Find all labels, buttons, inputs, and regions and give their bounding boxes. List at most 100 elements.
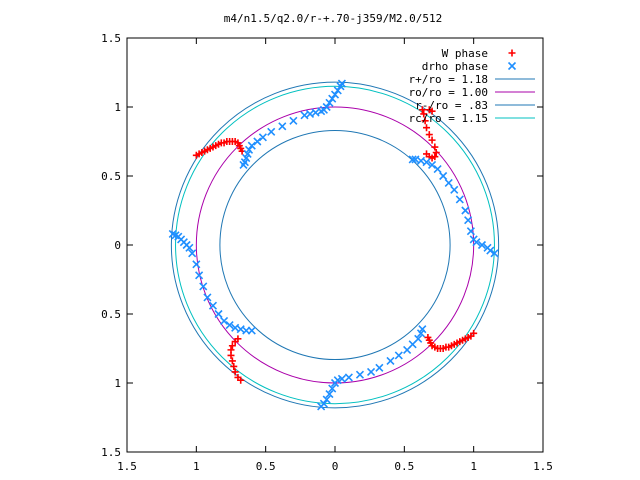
drho-phase-point xyxy=(464,216,473,225)
drho-phase-point xyxy=(325,98,334,107)
drho-phase-point xyxy=(366,367,376,377)
drho-phase-point xyxy=(220,316,229,325)
x-tick-label: 1 xyxy=(193,460,200,473)
y-tick-label: 0 xyxy=(114,239,121,252)
w-phase-point xyxy=(228,342,236,350)
drho-phase-point xyxy=(472,238,481,247)
legend-label: r+/ro = 1.18 xyxy=(409,73,488,86)
w-phase-point xyxy=(227,351,235,359)
drho-phase-point xyxy=(428,160,437,170)
chart-title: m4/n1.5/q2.0/r-+.70-j359/M2.0/512 xyxy=(224,12,443,25)
drho-phase-point xyxy=(486,246,495,255)
w-phase-point xyxy=(431,153,439,161)
y-tick-label: 0.5 xyxy=(101,170,121,183)
legend-label: W phase xyxy=(442,47,488,60)
drho-phase-point xyxy=(386,356,395,365)
drho-phase-point xyxy=(253,137,262,146)
w-phase-point xyxy=(421,117,429,125)
y-tick-label: 1.5 xyxy=(101,446,121,459)
circle-curve xyxy=(170,81,500,409)
drho-phase-point xyxy=(325,389,334,399)
phase-points xyxy=(168,79,499,411)
w-phase-point xyxy=(237,376,245,384)
drho-phase-point xyxy=(450,185,459,194)
drho-phase-point xyxy=(188,249,197,258)
drho-phase-point xyxy=(330,90,340,99)
drho-phase-point xyxy=(355,370,365,379)
w-phase-point xyxy=(423,124,431,132)
drho-phase-point xyxy=(328,94,337,103)
drho-phase-point xyxy=(408,155,417,164)
x-tick-label: 0.5 xyxy=(394,460,414,473)
x-tick-label: 1 xyxy=(470,460,477,473)
drho-phase-point xyxy=(344,373,353,382)
drho-phase-point xyxy=(214,309,223,319)
drho-phase-point xyxy=(418,325,427,334)
legend-label: drho phase xyxy=(422,60,488,73)
drho-phase-point xyxy=(466,227,475,236)
x-tick-label: 1.5 xyxy=(533,460,553,473)
w-phase-point xyxy=(431,143,439,151)
drho-phase-point xyxy=(414,334,423,343)
drho-phase-point xyxy=(444,178,453,187)
drho-phase-point xyxy=(333,86,342,95)
drho-phase-point xyxy=(258,133,267,142)
drho-phase-point xyxy=(199,282,208,291)
drho-phase-point xyxy=(267,127,276,136)
drho-phase-point xyxy=(439,171,448,181)
drho-phase-point xyxy=(203,293,212,302)
w-phase-point xyxy=(432,149,440,157)
drho-phase-point xyxy=(185,243,194,252)
drho-phase-point xyxy=(455,195,464,204)
drho-phase-point xyxy=(289,116,298,125)
drho-phase-point xyxy=(394,351,403,360)
drho-phase-point xyxy=(247,141,256,150)
x-tick-label: 0.5 xyxy=(256,460,276,473)
drho-phase-point xyxy=(192,260,201,269)
w-phase-point xyxy=(228,357,236,365)
y-tick-label: 1.5 xyxy=(101,32,121,45)
drho-phase-point xyxy=(477,240,487,250)
drho-phase-point xyxy=(195,271,204,280)
drho-phase-point xyxy=(208,301,218,310)
x-tick-label: 0 xyxy=(332,460,339,473)
y-tick-label: 1 xyxy=(114,101,121,114)
legend-marker xyxy=(507,61,517,71)
drho-phase-point xyxy=(375,363,384,372)
y-tick-label: 1 xyxy=(114,377,121,390)
drho-phase-point xyxy=(239,160,248,170)
drho-phase-point xyxy=(300,111,309,120)
drho-phase-point xyxy=(490,249,499,258)
w-phase-point xyxy=(420,110,428,118)
drho-phase-point xyxy=(336,82,345,91)
circle-curve xyxy=(219,129,451,361)
drho-phase-point xyxy=(461,206,470,215)
drho-phase-point xyxy=(433,165,442,174)
drho-phase-point xyxy=(225,320,234,330)
w-phase-point xyxy=(428,136,436,144)
drho-phase-point xyxy=(328,384,337,393)
axis-ticks: 1.5 1 0.5 0 0.5 1 1.51.510.500.511.5 xyxy=(101,32,553,473)
w-phase-point xyxy=(418,106,426,114)
drho-phase-point xyxy=(247,326,256,335)
w-phase-point xyxy=(231,338,239,346)
drho-phase-point xyxy=(322,395,331,404)
legend-label: ro/ro = 1.00 xyxy=(409,86,488,99)
w-phase-point xyxy=(230,362,238,370)
drho-phase-point xyxy=(337,374,346,383)
drho-phase-point xyxy=(319,399,328,408)
circle-curve xyxy=(175,85,495,405)
reference-circles xyxy=(170,81,500,409)
w-phase-point xyxy=(424,333,432,341)
w-phase-point xyxy=(428,107,436,115)
w-phase-point xyxy=(231,368,239,376)
y-tick-label: 0.5 xyxy=(101,308,121,321)
drho-phase-point xyxy=(278,122,287,131)
legend-label: r-/ro = .83 xyxy=(415,99,488,112)
w-phase-point xyxy=(425,131,433,139)
drho-phase-point xyxy=(422,158,431,167)
legend-label: rc/ro = 1.15 xyxy=(409,112,488,125)
legend-marker xyxy=(508,49,516,57)
